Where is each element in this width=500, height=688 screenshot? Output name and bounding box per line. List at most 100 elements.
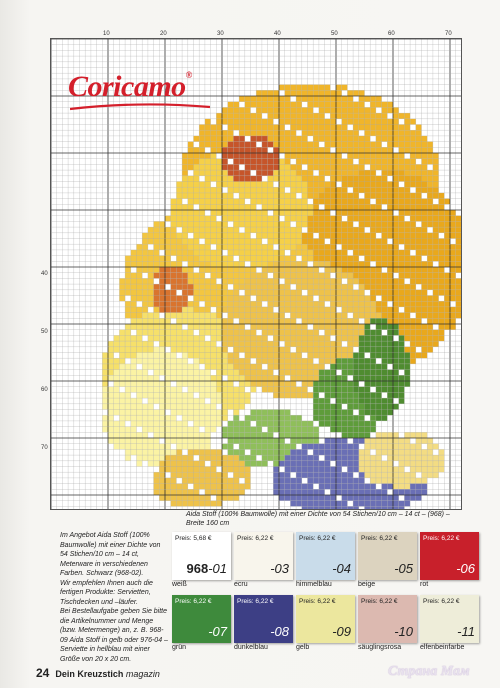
stitch-cell <box>256 158 262 165</box>
stitch-cell <box>324 118 331 125</box>
stitch-cell <box>324 460 331 467</box>
stitch-cell <box>330 306 336 313</box>
stitch-cell <box>273 215 279 222</box>
stitch-cell <box>273 210 279 216</box>
stitch-cell <box>216 147 222 153</box>
top-axis-label: 40 <box>274 31 281 37</box>
stitch-cell <box>410 244 416 250</box>
stitch-cell <box>239 472 245 478</box>
stitch-cell <box>210 204 217 210</box>
stitch-cell <box>296 272 302 279</box>
stitch-cell <box>153 409 160 416</box>
stitch-cell <box>370 352 376 359</box>
stitch-cell <box>444 255 450 262</box>
stitch-cell <box>182 477 188 484</box>
stitch-cell <box>364 318 371 324</box>
stitch-cell <box>301 472 308 478</box>
stitch-cell <box>204 267 211 273</box>
stitch-cell <box>153 306 160 313</box>
stitch-cell <box>324 244 331 250</box>
swatch-color-box: Preis: 6,22 € -11 <box>420 595 479 643</box>
stitch-cell <box>261 210 268 216</box>
stitch-cell <box>256 221 262 228</box>
stitch-cell <box>153 438 160 444</box>
stitch-cell <box>410 135 416 142</box>
stitch-cell <box>318 284 325 290</box>
stitch-cell <box>239 153 245 159</box>
stitch-cell <box>324 187 331 193</box>
swatch-color-box: Preis: 6,22 € -07 <box>172 595 231 643</box>
stitch-cell <box>256 135 262 142</box>
stitch-cell <box>284 409 291 416</box>
stitch-cell <box>193 466 200 473</box>
stitch-cell <box>222 301 228 307</box>
stitch-cell <box>364 175 371 182</box>
stitch-cell <box>187 278 194 285</box>
top-axis-label: 50 <box>331 31 338 37</box>
stitch-cell <box>290 460 297 467</box>
stitch-cell <box>204 438 211 444</box>
stitch-cell <box>273 312 279 319</box>
stitch-cell <box>364 432 371 438</box>
stitch-cell <box>313 198 319 205</box>
stitch-cell <box>313 96 319 102</box>
stitch-cell <box>296 352 302 359</box>
stitch-cell <box>347 495 354 501</box>
stitch-cell <box>393 164 399 171</box>
stitch-cell <box>375 96 382 102</box>
stitch-cell <box>358 324 365 330</box>
stitch-cell <box>450 272 456 279</box>
stitch-cell <box>296 84 302 91</box>
stitch-cell <box>398 272 405 279</box>
stitch-cell <box>432 318 439 324</box>
stitch-cell <box>341 426 348 433</box>
stitch-cell <box>216 358 222 364</box>
stitch-cell <box>227 215 234 222</box>
stitch-cell <box>279 221 285 228</box>
stitch-cell <box>421 175 428 182</box>
stitch-cell <box>381 438 388 444</box>
stitch-cell <box>170 346 177 353</box>
stitch-cell <box>353 306 359 313</box>
stitch-cell <box>210 147 217 153</box>
stitch-cell <box>193 289 200 296</box>
stitch-cell <box>199 215 205 222</box>
stitch-cell <box>347 460 354 467</box>
stitch-cell <box>370 255 376 262</box>
stitch-cell <box>187 500 194 507</box>
stitch-cell <box>421 324 428 330</box>
stitch-cell <box>393 341 399 347</box>
stitch-cell <box>381 289 388 296</box>
stitch-cell <box>261 227 268 233</box>
stitch-cell <box>199 346 205 353</box>
stitch-cell <box>455 238 461 245</box>
stitch-cell <box>256 324 262 330</box>
stitch-cell <box>170 386 177 393</box>
stitch-cell <box>290 244 297 250</box>
stitch-cell <box>261 101 268 108</box>
stitch-cell <box>353 500 359 507</box>
stitch-cell <box>233 489 240 495</box>
stitch-cell <box>290 255 297 262</box>
stitch-cell <box>410 170 416 176</box>
stitch-cell <box>136 289 143 296</box>
stitch-cell <box>244 301 251 307</box>
stitch-cell <box>370 170 376 176</box>
stitch-cell <box>244 170 251 176</box>
stitch-cell <box>296 107 302 114</box>
stitch-cell <box>358 335 365 342</box>
stitch-cell <box>427 232 433 239</box>
stitch-cell <box>279 261 285 267</box>
stitch-cell <box>256 346 262 353</box>
stitch-cell <box>176 483 183 490</box>
stitch-cell <box>222 192 228 199</box>
stitch-cell <box>227 352 234 359</box>
stitch-cell <box>336 170 342 176</box>
stitch-cell <box>267 141 274 148</box>
stitch-cell <box>318 192 325 199</box>
stitch-cell <box>125 432 131 438</box>
stitch-cell <box>119 329 126 336</box>
stitch-cell <box>176 369 183 376</box>
stitch-cell <box>381 375 388 381</box>
stitch-cell <box>358 170 365 176</box>
